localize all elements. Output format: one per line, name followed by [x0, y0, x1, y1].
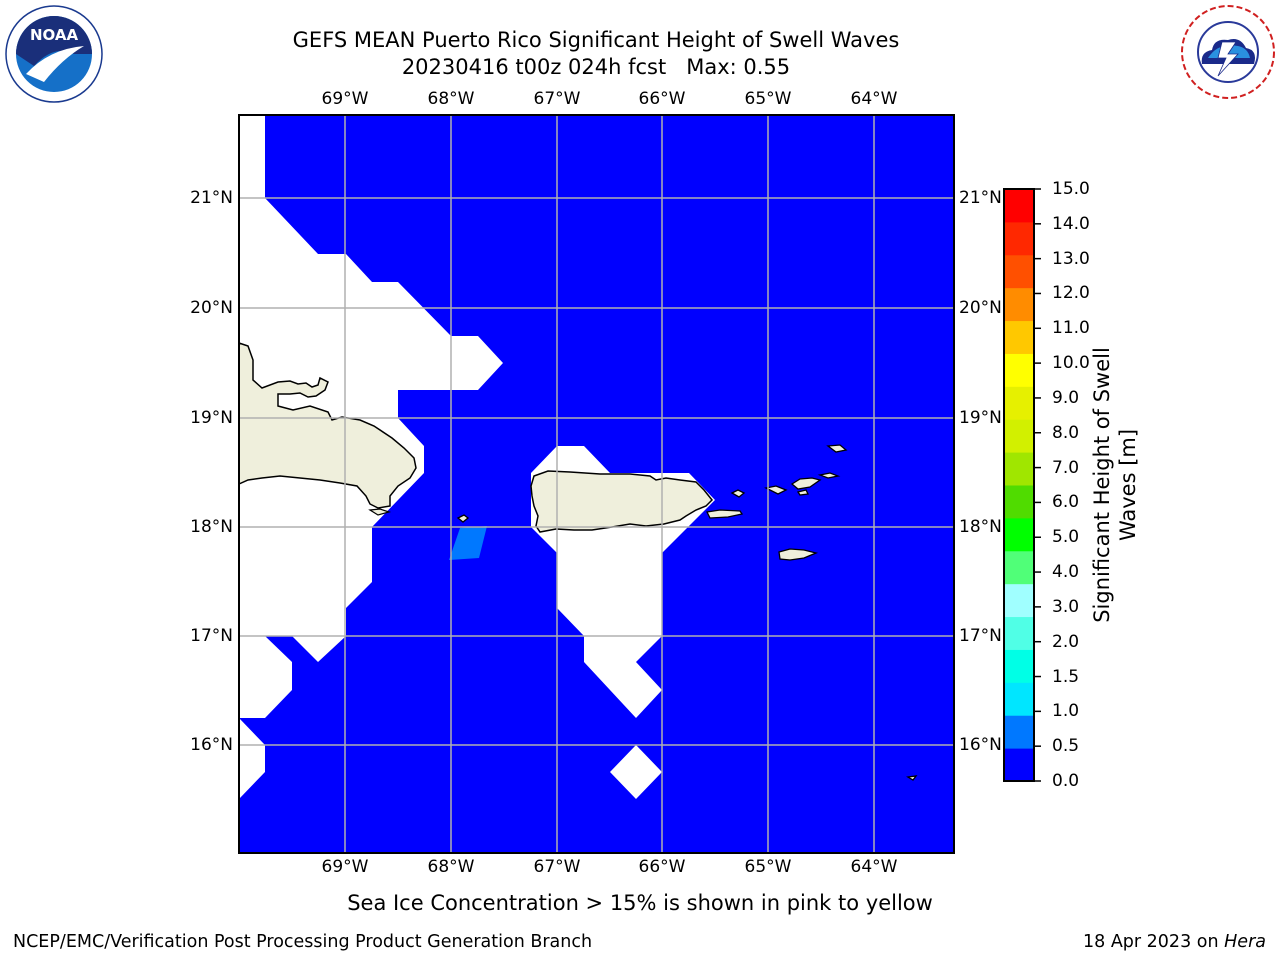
lat-tick-right: 19°N — [959, 408, 1002, 428]
svg-text:NOAA: NOAA — [30, 26, 79, 44]
colorbar-segment — [1004, 682, 1034, 716]
colorbar-segment — [1004, 748, 1034, 782]
footer-host: Hera — [1224, 932, 1266, 952]
footer-date: 18 Apr 2023 on Hera — [1083, 932, 1266, 952]
lon-tick-bottom: 65°W — [744, 857, 792, 877]
colorbar-segment — [1004, 353, 1034, 387]
graticule — [239, 115, 954, 853]
colorbar-tick-label: 9.0 — [1052, 387, 1080, 408]
lon-tick-top: 68°W — [427, 89, 475, 109]
colorbar-segment — [1004, 254, 1034, 289]
colorbar-tick-label: 5.0 — [1052, 527, 1080, 548]
colorbar-segment — [1004, 649, 1034, 683]
lon-tick-bottom: 64°W — [850, 857, 898, 877]
colorbar-tick-label: 12.0 — [1052, 283, 1090, 304]
lon-tick-top: 69°W — [321, 89, 369, 109]
colorbar-segment — [1004, 715, 1034, 749]
footer-branch: NCEP/EMC/Verification Post Processing Pr… — [13, 932, 593, 952]
colorbar-tick-label: 1.5 — [1052, 666, 1080, 687]
swell-cell-0-5 — [449, 526, 487, 560]
colorbar-segment — [1004, 320, 1034, 354]
lon-tick-top: 66°W — [638, 89, 686, 109]
colorbar-segment — [1004, 386, 1034, 420]
chart-subtitle: 20230416 t00z 024h fcst Max: 0.55 — [401, 55, 791, 79]
colorbar-segment — [1004, 189, 1034, 223]
land-puerto-rico — [530, 470, 714, 533]
sea-ice-note: Sea Ice Concentration > 15% is shown in … — [347, 891, 933, 915]
colorbar-frame — [1003, 188, 1035, 782]
lat-tick-right: 16°N — [959, 735, 1002, 755]
chart-title: GEFS MEAN Puerto Rico Significant Height… — [292, 28, 900, 52]
colorbar-tick-label: 10.0 — [1052, 353, 1090, 374]
lat-tick-right: 17°N — [959, 626, 1002, 646]
lat-tick-right: 21°N — [959, 188, 1002, 208]
map-frame — [238, 114, 955, 854]
lon-tick-bottom: 66°W — [638, 857, 686, 877]
colorbar-tick-label: 1.0 — [1052, 701, 1080, 722]
colorbar — [1003, 188, 1041, 782]
colorbar-tick-label: 11.0 — [1052, 318, 1090, 339]
lat-tick-right: 18°N — [959, 517, 1002, 537]
lat-tick-left: 21°N — [190, 188, 233, 208]
colorbar-segment — [1004, 550, 1034, 585]
colorbar-tick-label: 6.0 — [1052, 492, 1080, 513]
colorbar-segment — [1004, 583, 1034, 618]
nws-logo-icon — [1180, 4, 1276, 100]
colorbar-segment — [1004, 419, 1034, 453]
colorbar-segment — [1004, 485, 1034, 519]
colorbar-tick-label: 3.0 — [1052, 596, 1080, 617]
lon-tick-bottom: 67°W — [533, 857, 581, 877]
colorbar-segment — [1004, 517, 1034, 552]
colorbar-segment — [1004, 452, 1034, 486]
lon-tick-top: 65°W — [744, 89, 792, 109]
lon-tick-bottom: 68°W — [427, 857, 475, 877]
lon-tick-top: 67°W — [533, 89, 581, 109]
lat-tick-left: 17°N — [190, 626, 233, 646]
lon-tick-bottom: 69°W — [321, 857, 369, 877]
colorbar-tick-label: 15.0 — [1052, 179, 1090, 199]
colorbar-tick-label: 4.0 — [1052, 562, 1080, 583]
colorbar-tick-label: 2.0 — [1052, 631, 1080, 652]
lat-tick-left: 16°N — [190, 735, 233, 755]
colorbar-tick-label: 0.5 — [1052, 736, 1080, 757]
colorbar-segment — [1004, 221, 1034, 256]
land-small-islands — [456, 444, 918, 781]
lat-tick-left: 19°N — [190, 408, 233, 428]
lat-tick-right: 20°N — [959, 298, 1002, 318]
colorbar-tick-label: 13.0 — [1052, 248, 1090, 269]
noaa-logo-icon: NOAA — [5, 5, 103, 103]
footer-date-text: 18 Apr 2023 on — [1083, 932, 1225, 952]
colorbar-segment — [1004, 287, 1034, 322]
colorbar-tick-label: 0.0 — [1052, 771, 1080, 791]
colorbar-tick-label: 14.0 — [1052, 213, 1090, 234]
lat-tick-left: 20°N — [190, 298, 233, 318]
lon-tick-top: 64°W — [850, 89, 898, 109]
colorbar-tick-label: 7.0 — [1052, 457, 1080, 478]
colorbar-segment — [1004, 616, 1034, 650]
colorbar-tick-label: 8.0 — [1052, 422, 1080, 443]
land-hispaniola — [238, 341, 417, 509]
lat-tick-left: 18°N — [190, 517, 233, 537]
